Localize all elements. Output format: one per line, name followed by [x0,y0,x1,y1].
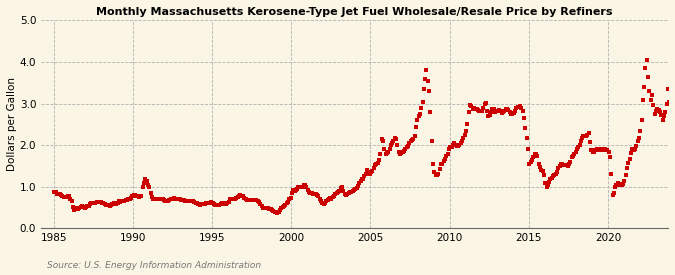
Text: Source: U.S. Energy Information Administration: Source: U.S. Energy Information Administ… [47,260,261,270]
Title: Monthly Massachusetts Kerosene-Type Jet Fuel Wholesale/Resale Price by Refiners: Monthly Massachusetts Kerosene-Type Jet … [97,7,613,17]
Y-axis label: Dollars per Gallon: Dollars per Gallon [7,78,17,172]
